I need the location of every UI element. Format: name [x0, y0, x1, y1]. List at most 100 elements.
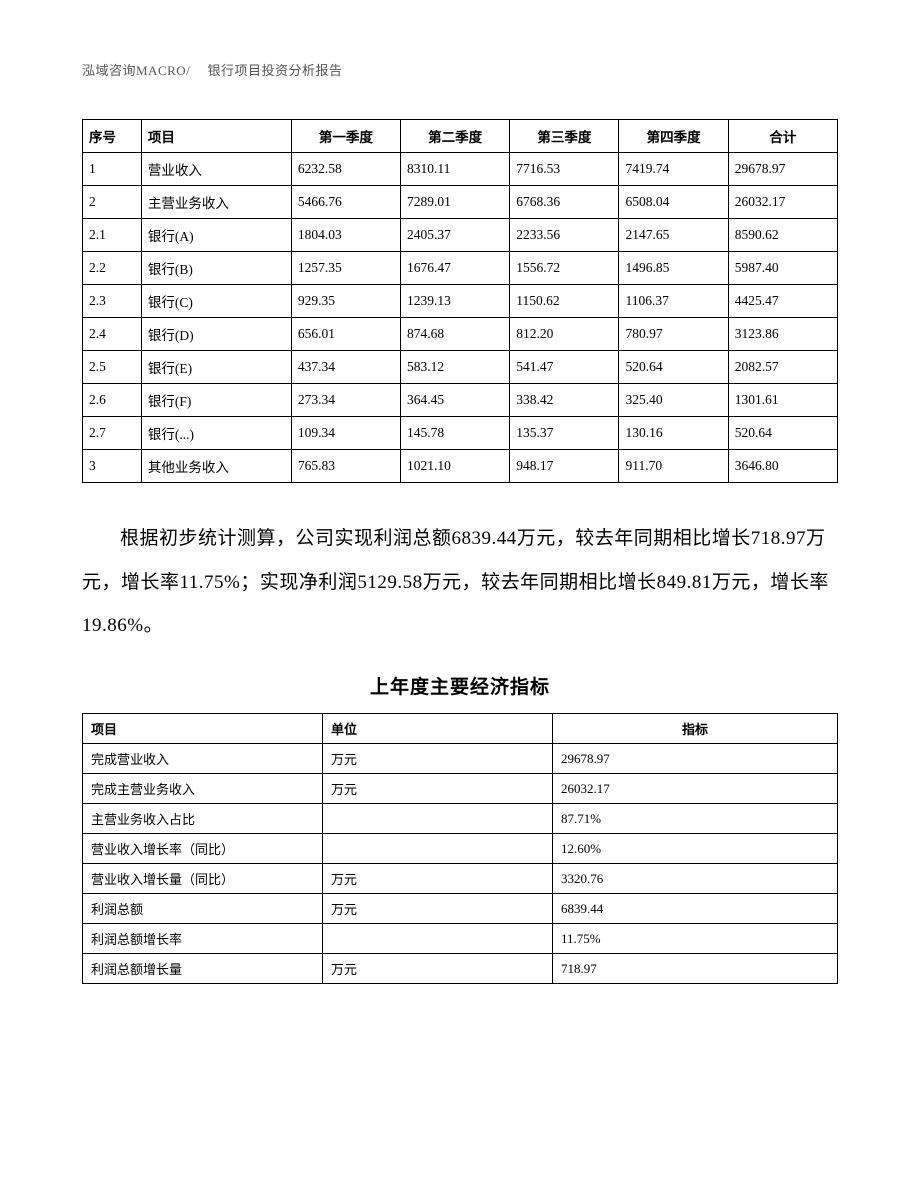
table-cell: 338.42: [510, 384, 619, 417]
table-cell: 7289.01: [401, 186, 510, 219]
table-cell: 1239.13: [401, 285, 510, 318]
table-cell: 11.75%: [553, 924, 838, 954]
table-cell: 929.35: [291, 285, 400, 318]
table-cell: 5466.76: [291, 186, 400, 219]
table-cell: 6508.04: [619, 186, 728, 219]
col-total-header: 合计: [728, 120, 837, 153]
table-cell: 其他业务收入: [141, 450, 291, 483]
table-cell: 6768.36: [510, 186, 619, 219]
table-cell: 1676.47: [401, 252, 510, 285]
table-cell: 万元: [323, 864, 553, 894]
table-cell: [323, 924, 553, 954]
table-cell: 520.64: [619, 351, 728, 384]
table-row: 2.5银行(E)437.34583.12541.47520.642082.57: [83, 351, 838, 384]
table-cell: 520.64: [728, 417, 837, 450]
table-row: 2.3银行(C)929.351239.131150.621106.374425.…: [83, 285, 838, 318]
col-item-header: 项目: [83, 714, 323, 744]
table-row: 2.1银行(A)1804.032405.372233.562147.658590…: [83, 219, 838, 252]
table-cell: 780.97: [619, 318, 728, 351]
table-row: 2.6银行(F)273.34364.45338.42325.401301.61: [83, 384, 838, 417]
table-cell: 银行(F): [141, 384, 291, 417]
table-cell: 完成主营业务收入: [83, 774, 323, 804]
table-cell: 1257.35: [291, 252, 400, 285]
table-cell: 银行(D): [141, 318, 291, 351]
table-cell: 2.3: [83, 285, 142, 318]
table-cell: 26032.17: [728, 186, 837, 219]
table-cell: 完成营业收入: [83, 744, 323, 774]
table-cell: 364.45: [401, 384, 510, 417]
table-cell: 911.70: [619, 450, 728, 483]
table-row: 主营业务收入占比87.71%: [83, 804, 838, 834]
table-cell: 2.2: [83, 252, 142, 285]
table-cell: [323, 834, 553, 864]
table-cell: 437.34: [291, 351, 400, 384]
table-cell: 8310.11: [401, 153, 510, 186]
table-row: 完成主营业务收入万元26032.17: [83, 774, 838, 804]
table-cell: 812.20: [510, 318, 619, 351]
table-cell: 2.4: [83, 318, 142, 351]
table-cell: 718.97: [553, 954, 838, 984]
page-header: 泓域咨询MACRO/ 银行项目投资分析报告: [82, 60, 838, 79]
table-cell: 利润总额增长量: [83, 954, 323, 984]
table-cell: 2.6: [83, 384, 142, 417]
table-cell: 7716.53: [510, 153, 619, 186]
table-row: 2.4银行(D)656.01874.68812.20780.973123.86: [83, 318, 838, 351]
table-row: 利润总额增长量万元718.97: [83, 954, 838, 984]
col-q3-header: 第三季度: [510, 120, 619, 153]
table-cell: 主营业务收入: [141, 186, 291, 219]
table-row: 营业收入增长量（同比）万元3320.76: [83, 864, 838, 894]
table-cell: 万元: [323, 954, 553, 984]
table-cell: 2: [83, 186, 142, 219]
table-cell: 765.83: [291, 450, 400, 483]
table-cell: 325.40: [619, 384, 728, 417]
table-cell: 1496.85: [619, 252, 728, 285]
table-cell: 4425.47: [728, 285, 837, 318]
table-cell: 12.60%: [553, 834, 838, 864]
table-cell: 1556.72: [510, 252, 619, 285]
table-cell: 1301.61: [728, 384, 837, 417]
table-header-row: 序号 项目 第一季度 第二季度 第三季度 第四季度 合计: [83, 120, 838, 153]
table-cell: 银行(E): [141, 351, 291, 384]
col-seq-header: 序号: [83, 120, 142, 153]
table-cell: 29678.97: [728, 153, 837, 186]
table-cell: 1021.10: [401, 450, 510, 483]
table-cell: 银行(C): [141, 285, 291, 318]
table-cell: 营业收入增长量（同比）: [83, 864, 323, 894]
table-cell: 2082.57: [728, 351, 837, 384]
table-cell: 656.01: [291, 318, 400, 351]
table-cell: 1150.62: [510, 285, 619, 318]
quarterly-table: 序号 项目 第一季度 第二季度 第三季度 第四季度 合计 1营业收入6232.5…: [82, 119, 838, 483]
table-cell: 8590.62: [728, 219, 837, 252]
table-cell: 万元: [323, 744, 553, 774]
table-cell: 29678.97: [553, 744, 838, 774]
col-unit-header: 单位: [323, 714, 553, 744]
table-header-row: 项目 单位 指标: [83, 714, 838, 744]
table-cell: 2.7: [83, 417, 142, 450]
col-q2-header: 第二季度: [401, 120, 510, 153]
table-cell: 3646.80: [728, 450, 837, 483]
table-cell: 利润总额: [83, 894, 323, 924]
table-cell: 营业收入: [141, 153, 291, 186]
col-item-header: 项目: [141, 120, 291, 153]
table-row: 利润总额万元6839.44: [83, 894, 838, 924]
table-cell: 5987.40: [728, 252, 837, 285]
table-cell: 营业收入增长率（同比）: [83, 834, 323, 864]
table-cell: 583.12: [401, 351, 510, 384]
analysis-paragraph: 根据初步统计测算，公司实现利润总额6839.44万元，较去年同期相比增长718.…: [82, 517, 838, 648]
table-cell: 130.16: [619, 417, 728, 450]
table-cell: 1106.37: [619, 285, 728, 318]
table-row: 利润总额增长率11.75%: [83, 924, 838, 954]
indicators-table: 项目 单位 指标 完成营业收入万元29678.97完成主营业务收入万元26032…: [82, 713, 838, 984]
table-cell: 6232.58: [291, 153, 400, 186]
table-cell: 万元: [323, 774, 553, 804]
table-cell: 87.71%: [553, 804, 838, 834]
table-cell: 2233.56: [510, 219, 619, 252]
col-q1-header: 第一季度: [291, 120, 400, 153]
table-cell: 135.37: [510, 417, 619, 450]
table-cell: 银行(B): [141, 252, 291, 285]
table-cell: 273.34: [291, 384, 400, 417]
table-cell: 2.1: [83, 219, 142, 252]
table-cell: 26032.17: [553, 774, 838, 804]
table-cell: 541.47: [510, 351, 619, 384]
table-cell: 银行(...): [141, 417, 291, 450]
